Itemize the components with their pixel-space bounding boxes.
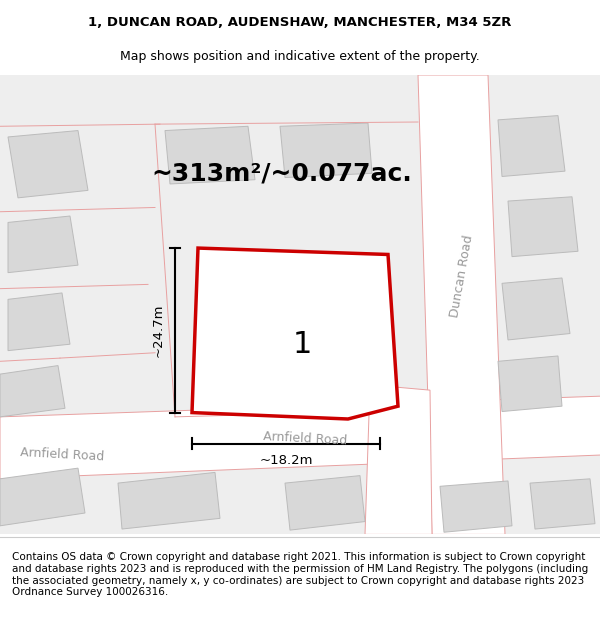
Polygon shape — [118, 472, 220, 529]
Polygon shape — [502, 278, 570, 340]
Text: ~313m²/~0.077ac.: ~313m²/~0.077ac. — [152, 161, 412, 185]
Text: Duncan Road: Duncan Road — [448, 234, 476, 318]
Text: 1, DUNCAN ROAD, AUDENSHAW, MANCHESTER, M34 5ZR: 1, DUNCAN ROAD, AUDENSHAW, MANCHESTER, M… — [88, 16, 512, 29]
Polygon shape — [0, 366, 65, 417]
Text: ~24.7m: ~24.7m — [151, 304, 164, 357]
Text: Map shows position and indicative extent of the property.: Map shows position and indicative extent… — [120, 50, 480, 62]
Polygon shape — [165, 126, 255, 184]
Polygon shape — [218, 319, 328, 398]
Polygon shape — [498, 356, 562, 411]
Text: Arnfield Road: Arnfield Road — [263, 429, 347, 447]
Polygon shape — [440, 481, 512, 532]
Polygon shape — [280, 123, 372, 177]
Text: Contains OS data © Crown copyright and database right 2021. This information is : Contains OS data © Crown copyright and d… — [12, 552, 588, 598]
Polygon shape — [0, 468, 85, 526]
Polygon shape — [0, 396, 600, 479]
Polygon shape — [285, 476, 365, 530]
Polygon shape — [8, 293, 70, 351]
Polygon shape — [8, 216, 78, 272]
Polygon shape — [365, 385, 432, 534]
Polygon shape — [498, 116, 565, 176]
Polygon shape — [530, 479, 595, 529]
Polygon shape — [508, 197, 578, 257]
Polygon shape — [8, 131, 88, 198]
Polygon shape — [418, 75, 505, 534]
Text: 1: 1 — [292, 330, 311, 359]
Text: ~18.2m: ~18.2m — [259, 454, 313, 467]
Text: Arnfield Road: Arnfield Road — [20, 446, 104, 463]
Polygon shape — [192, 248, 398, 419]
